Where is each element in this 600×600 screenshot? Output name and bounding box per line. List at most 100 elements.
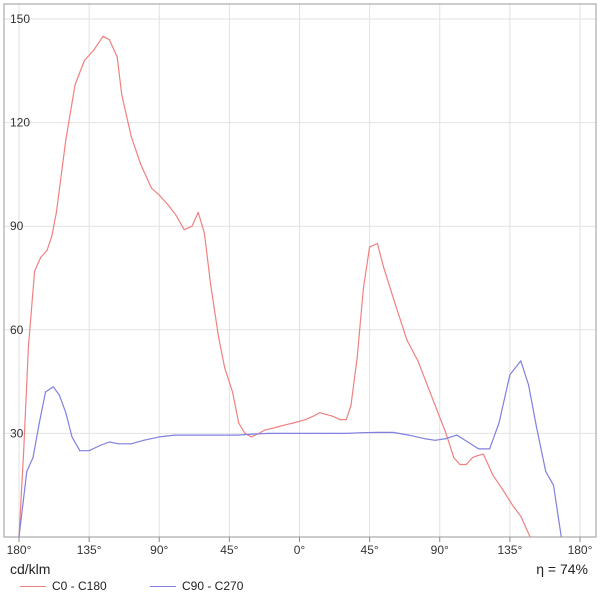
series-line-1 bbox=[18, 360, 562, 538]
y-tick-label: 120 bbox=[10, 116, 30, 130]
series-point bbox=[217, 336, 220, 338]
series-point bbox=[191, 225, 193, 227]
series-layer bbox=[18, 35, 562, 538]
series-point bbox=[118, 443, 120, 445]
legend-item-c0-c180: C0 - C180 bbox=[20, 579, 107, 593]
series-point bbox=[236, 434, 238, 436]
series-point bbox=[88, 450, 90, 452]
series-point bbox=[312, 415, 315, 417]
series-point bbox=[498, 422, 500, 424]
legend-swatch-c90-c270 bbox=[150, 585, 176, 587]
series-point bbox=[501, 488, 503, 490]
x-tick-label: 135° bbox=[77, 543, 102, 557]
x-tick-label: 135° bbox=[497, 543, 522, 557]
series-point bbox=[283, 432, 285, 434]
series-point bbox=[376, 242, 378, 245]
series-point bbox=[339, 419, 341, 421]
series-point bbox=[492, 474, 494, 476]
y-tick-label: 60 bbox=[10, 323, 24, 337]
series-point bbox=[26, 470, 28, 472]
series-point bbox=[108, 39, 110, 41]
series-point bbox=[512, 505, 514, 507]
unit-label: cd/klm bbox=[10, 561, 51, 577]
series-point bbox=[284, 424, 287, 426]
series-point bbox=[44, 391, 47, 393]
series-point bbox=[453, 457, 455, 459]
series-point bbox=[423, 438, 425, 440]
series-point bbox=[93, 49, 95, 51]
efficiency-label: η = 74% bbox=[536, 561, 588, 577]
series-point bbox=[221, 434, 223, 436]
legend-label-c0-c180: C0 - C180 bbox=[52, 579, 107, 593]
series-point bbox=[545, 470, 547, 472]
series-point bbox=[189, 434, 191, 436]
x-tick-label: 180° bbox=[568, 543, 593, 557]
series-point bbox=[143, 439, 145, 441]
series-point bbox=[331, 415, 333, 417]
series-point bbox=[298, 432, 301, 434]
series-line-0 bbox=[18, 35, 531, 538]
series-point bbox=[150, 187, 153, 189]
series-point bbox=[224, 367, 226, 369]
x-tick-label: 45° bbox=[220, 543, 238, 557]
series-point bbox=[116, 56, 118, 58]
y-tick-label: 30 bbox=[10, 426, 24, 440]
x-tick-label: 0° bbox=[294, 543, 306, 557]
series-point bbox=[102, 35, 104, 37]
series-point bbox=[292, 422, 294, 424]
y-tick-label: 150 bbox=[10, 12, 30, 26]
series-point bbox=[408, 434, 410, 436]
series-point bbox=[356, 356, 358, 358]
x-tick-label: 45° bbox=[361, 543, 379, 557]
series-point bbox=[376, 431, 378, 433]
series-point bbox=[34, 270, 36, 272]
series-point bbox=[394, 301, 396, 303]
series-point bbox=[238, 422, 240, 424]
x-tick-label: 90° bbox=[431, 543, 449, 557]
series-point bbox=[383, 267, 385, 269]
series-point bbox=[325, 413, 327, 415]
series-point bbox=[79, 450, 81, 452]
series-point bbox=[40, 256, 42, 258]
series-point bbox=[272, 427, 274, 429]
series-point bbox=[32, 457, 34, 459]
series-point bbox=[108, 441, 110, 443]
series-point bbox=[18, 536, 20, 538]
tick-labels: 180° 135° 90° 45° 0° 45° 90° 135° 180° 30 60 90 120 1… bbox=[7, 12, 593, 557]
series-point bbox=[528, 384, 530, 386]
series-point bbox=[23, 450, 25, 452]
series-point bbox=[205, 434, 207, 436]
series-point bbox=[38, 422, 40, 424]
series-point bbox=[46, 249, 48, 251]
series-point bbox=[392, 431, 394, 433]
series-point bbox=[362, 287, 364, 289]
series-point bbox=[552, 484, 555, 486]
series-point bbox=[445, 438, 447, 440]
series-point bbox=[361, 432, 363, 434]
series-point bbox=[244, 432, 246, 434]
series-point bbox=[314, 432, 316, 434]
legend-swatch-c0-c180 bbox=[20, 585, 46, 587]
series-point bbox=[369, 246, 371, 248]
series-point bbox=[210, 284, 212, 286]
series-point bbox=[426, 384, 428, 386]
y-tick-label: 90 bbox=[10, 219, 24, 233]
series-point bbox=[52, 386, 54, 388]
series-point bbox=[83, 59, 86, 62]
series-point bbox=[140, 163, 142, 165]
x-tick-label: 90° bbox=[150, 543, 168, 557]
series-point bbox=[252, 433, 254, 435]
series-point bbox=[51, 236, 53, 238]
axes bbox=[3, 3, 597, 542]
series-point bbox=[345, 432, 347, 434]
series-point bbox=[406, 339, 408, 341]
series-point bbox=[467, 441, 469, 443]
series-point bbox=[350, 405, 352, 407]
series-point bbox=[459, 463, 461, 466]
series-point bbox=[489, 448, 491, 450]
series-point bbox=[250, 436, 252, 438]
series-point bbox=[71, 436, 73, 438]
series-point bbox=[158, 194, 160, 196]
legend-label-c90-c270: C90 - C270 bbox=[182, 579, 244, 593]
